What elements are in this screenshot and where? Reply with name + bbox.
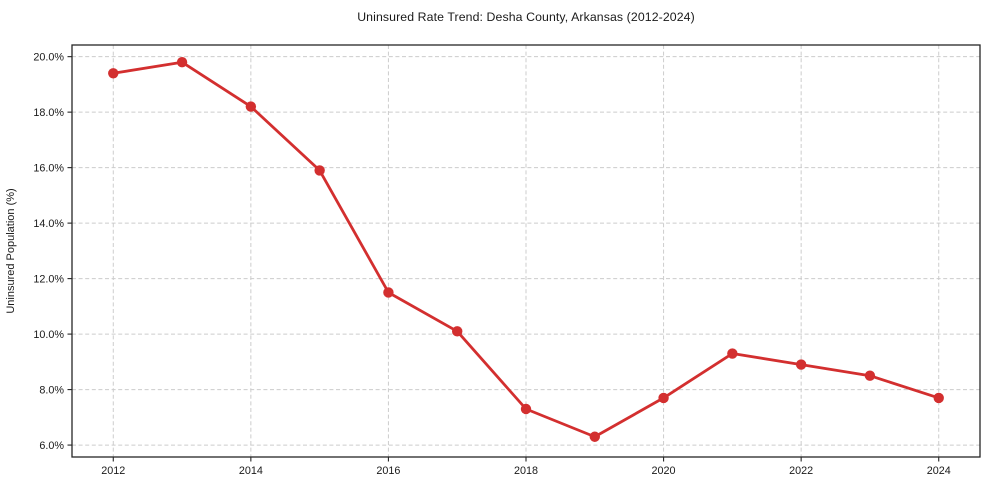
data-point-2019 [589, 431, 600, 442]
data-point-2016 [383, 287, 394, 298]
y-tick-label-8: 8.0% [39, 384, 64, 396]
data-point-2021 [727, 348, 738, 359]
data-point-2013 [176, 57, 188, 68]
y-tick-label-6: 6.0% [39, 440, 64, 452]
y-axis-label: Uninsured Population (%) [5, 188, 17, 313]
data-point-2018 [520, 403, 532, 415]
chart-title: Uninsured Rate Trend: Desha County, Arka… [357, 10, 695, 24]
data-point-2022 [795, 359, 807, 370]
data-point-2015 [314, 165, 325, 176]
x-tick-label-2012: 2012 [101, 465, 125, 477]
x-tick-label-2024: 2024 [927, 465, 951, 477]
data-point-2024 [933, 392, 944, 404]
x-tick-label-2014: 2014 [239, 465, 263, 477]
y-tick-label-16: 16.0% [33, 162, 64, 174]
y-tick-label-12: 12.0% [33, 273, 64, 285]
data-point-2017 [452, 326, 463, 337]
data-point-2014 [245, 101, 257, 112]
data-point-2023 [864, 370, 876, 381]
data-point-2012 [108, 68, 119, 79]
x-tick-label-2016: 2016 [376, 465, 400, 477]
y-tick-label-18: 18.0% [33, 107, 64, 119]
y-tick-label-10: 10.0% [33, 329, 64, 341]
data-point-2020 [658, 392, 669, 404]
y-tick-label-14: 14.0% [33, 218, 64, 230]
x-tick-label-2020: 2020 [652, 465, 676, 477]
x-tick-label-2022: 2022 [789, 465, 813, 477]
x-tick-label-2018: 2018 [514, 465, 538, 477]
y-tick-label-20: 20.0% [33, 51, 64, 63]
